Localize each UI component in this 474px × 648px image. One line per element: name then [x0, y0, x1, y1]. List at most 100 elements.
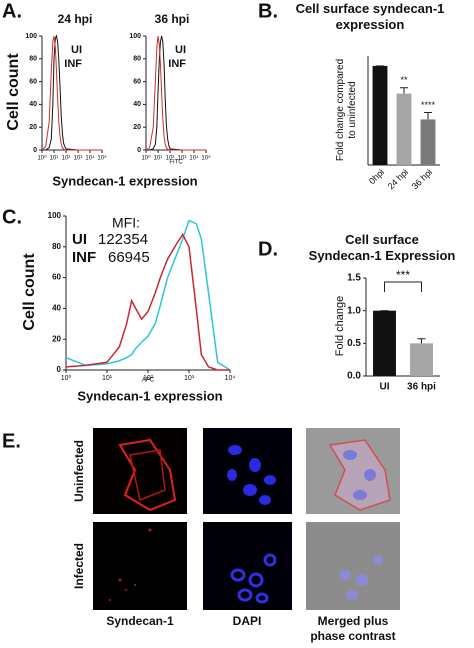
y-axis-label: Fold change — [334, 296, 346, 357]
image-infected-syndecan — [93, 522, 187, 610]
speckles — [109, 528, 152, 601]
chart-title-line: Cell surface syndecan-1 — [296, 1, 445, 16]
x-tick-label: 10⁵ — [97, 155, 107, 162]
nuclei — [230, 553, 277, 604]
x-axis-label: APC — [142, 378, 155, 384]
y-tick-label: 40 — [52, 304, 61, 313]
x-tick-label: 10¹ — [102, 375, 113, 382]
bracket — [384, 281, 422, 292]
error-bar — [424, 111, 432, 120]
y-tick-label: 0 — [33, 147, 37, 154]
bar — [396, 93, 412, 165]
x-tick-label: 10⁴ — [85, 155, 95, 162]
row-label: Infected — [72, 543, 86, 589]
chart-title-line: expression — [336, 17, 405, 32]
series-line — [65, 232, 230, 371]
x-tick-label: 10⁴ — [189, 155, 199, 162]
y-tick-label: 0 — [57, 365, 62, 374]
y-tick-label: 60 — [29, 78, 37, 85]
legend-label: UI — [175, 44, 186, 56]
x-tick-label: 10³ — [184, 375, 195, 382]
y-axis-label-line: Fold change compared — [335, 59, 346, 161]
error-bar — [417, 338, 426, 344]
y-tick-label: 100 — [129, 33, 141, 40]
y-tick-label: 20 — [29, 124, 37, 131]
bar — [373, 310, 396, 376]
y-tick-label: 40 — [133, 101, 141, 108]
y-tick-label: 80 — [52, 242, 61, 251]
y-tick-label: 60 — [52, 273, 61, 282]
chart-title: 24 hpi — [58, 12, 93, 26]
x-tick-label: 10¹ — [50, 156, 59, 162]
legend-label: INF — [168, 58, 186, 70]
column-label: Merged plus phase contrast — [310, 614, 395, 643]
y-tick-label: 100 — [25, 33, 37, 40]
x-tick-label: 10³ — [178, 156, 187, 162]
legend-label: UI — [71, 44, 82, 56]
error-bar — [400, 87, 408, 94]
column-label-line: Merged plus — [318, 614, 389, 628]
x-tick-label: UI — [380, 382, 390, 393]
series-line — [146, 35, 206, 151]
cell-outline — [118, 438, 177, 512]
nuclei — [339, 555, 383, 600]
column-label-line: phase contrast — [310, 629, 395, 643]
legend-mfi: 66945 — [108, 249, 150, 266]
bar — [372, 65, 388, 165]
y-tick-label: 80 — [29, 56, 37, 63]
y-tick-label: 20 — [133, 124, 141, 131]
series-line — [145, 35, 206, 151]
x-tick-label: 10¹ — [154, 156, 163, 162]
y-tick-label: 0 — [137, 147, 141, 154]
y-tick-label: 80 — [133, 56, 141, 63]
series-line — [42, 34, 102, 151]
nuclei — [227, 445, 276, 505]
chart-title: 36 hpi — [155, 12, 190, 26]
x-tick-label: 10⁰ — [141, 155, 151, 162]
x-tick-label: 10² — [166, 156, 175, 162]
y-tick-label: 0.0 — [347, 371, 361, 382]
x-tick-label: 10⁵ — [201, 155, 211, 162]
panel-label: E. — [2, 430, 21, 452]
caption: Syndecan-1 expression — [52, 173, 197, 188]
legend-label: INF — [72, 249, 96, 266]
y-tick-label: 60 — [133, 78, 141, 85]
x-tick-label: 24 hpi — [386, 167, 410, 191]
significance: *** — [396, 268, 410, 282]
y-tick-label: 1.0 — [347, 305, 361, 316]
x-tick-label: 10² — [143, 375, 154, 382]
significance: **** — [421, 100, 436, 110]
x-tick-label: 10² — [62, 156, 71, 162]
row-label: Uninfected — [72, 440, 86, 502]
panel-label: B. — [258, 0, 278, 22]
y-axis-label: Cell count — [21, 253, 38, 331]
series-line — [41, 35, 102, 151]
y-tick-label: 100 — [48, 211, 62, 220]
image-infected-dapi — [203, 522, 292, 610]
legend-label: INF — [64, 58, 82, 70]
x-tick-label: 10⁴ — [225, 375, 236, 382]
x-axis-label: FITC — [169, 160, 183, 166]
bar — [420, 119, 436, 165]
y-axis-label-line: to uninfected — [347, 81, 358, 138]
y-axis-label: Cell count — [5, 53, 22, 131]
column-label: DAPI — [233, 614, 262, 628]
legend-label: UI — [72, 231, 87, 248]
legend-mfi: 122354 — [98, 231, 148, 248]
column-label-line: Syndecan-1 — [106, 614, 174, 628]
x-tick-label: 10³ — [74, 156, 83, 162]
bar — [410, 343, 433, 376]
panel-label: C. — [2, 206, 22, 228]
y-axis-label: Fold change comparedto uninfected — [335, 59, 358, 161]
chart-title-line: Cell surface — [345, 232, 419, 247]
image-uninfected-dapi — [203, 428, 292, 514]
chart-title-line: Syndecan-1 Expression — [309, 248, 456, 263]
panel-label: A. — [2, 0, 22, 22]
column-label: Syndecan-1 — [106, 614, 174, 628]
microscopy-images — [93, 428, 400, 610]
y-tick-label: 0.5 — [347, 338, 361, 349]
chart-title: Cell surface Syndecan-1 Expression — [309, 232, 456, 263]
x-tick-label: 10⁰ — [61, 374, 72, 382]
x-tick-label: 10⁰ — [37, 155, 47, 162]
